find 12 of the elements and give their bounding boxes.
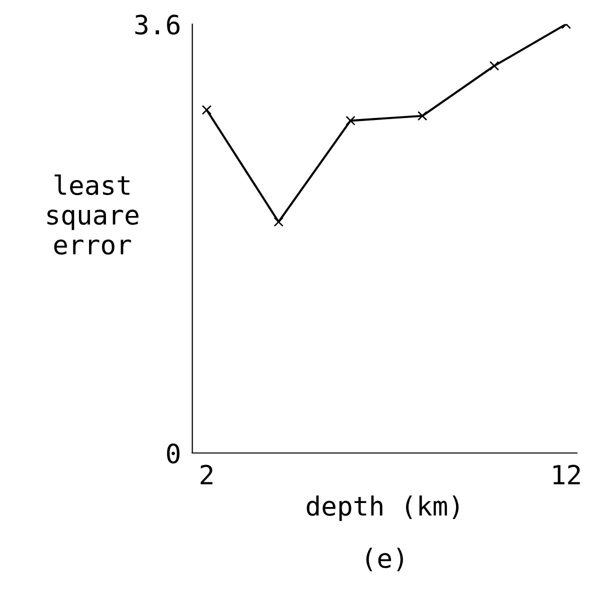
text: (e) xyxy=(366,548,403,572)
x-axis-title: depth (km) xyxy=(306,495,459,522)
point xyxy=(202,105,212,115)
point xyxy=(418,111,428,121)
point xyxy=(274,217,284,227)
y-tick-label: 3.6 xyxy=(135,14,180,35)
x-tick-label: 2 xyxy=(200,464,212,484)
y-axis-title: least square error xyxy=(47,174,138,255)
point xyxy=(346,116,356,126)
point xyxy=(489,60,500,71)
y-tick-label: 0 xyxy=(167,444,180,464)
x-tick-label: 12 xyxy=(553,464,580,484)
